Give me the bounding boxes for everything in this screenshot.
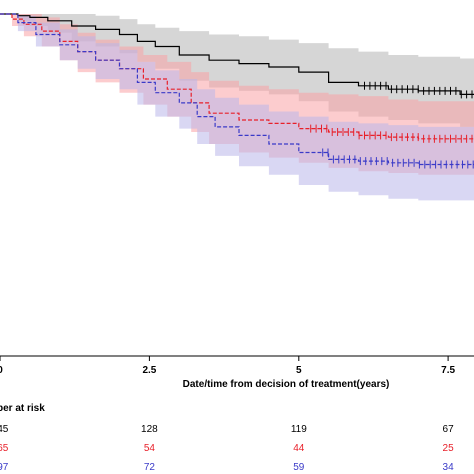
risk-number-blue: 34 xyxy=(443,462,455,473)
x-tick-label: 2.5 xyxy=(142,365,156,376)
risk-table-title: ber at risk xyxy=(0,403,45,414)
survival-curve-blue xyxy=(0,13,474,166)
risk-number-red: 54 xyxy=(144,443,156,454)
x-axis-title: Date/time from decision of treatment(yea… xyxy=(183,379,390,390)
x-tick-label: 5 xyxy=(296,365,302,376)
risk-number-black: 119 xyxy=(291,424,307,435)
risk-number-black: 145 xyxy=(0,424,9,435)
risk-number-black: 128 xyxy=(141,424,158,435)
survival-curves xyxy=(0,13,474,166)
survival-curve-red xyxy=(0,13,474,140)
risk-table: 145 128 119 67 165 54 44 25 197 72 59 34 xyxy=(0,424,454,473)
risk-number-blue: 197 xyxy=(0,462,9,473)
survival-curve-black xyxy=(0,13,474,96)
risk-number-blue: 72 xyxy=(144,462,156,473)
censor-marks xyxy=(310,81,474,169)
x-tick-label: 7.5 xyxy=(441,365,455,376)
x-tick-label: 0 xyxy=(0,365,3,376)
risk-number-black: 67 xyxy=(443,424,455,435)
risk-number-red: 25 xyxy=(443,443,455,454)
risk-number-blue: 59 xyxy=(293,462,305,473)
x-axis-ticks: 0 2.5 5 7.5 xyxy=(0,356,455,376)
risk-number-red: 44 xyxy=(293,443,305,454)
risk-number-red: 165 xyxy=(0,443,9,454)
